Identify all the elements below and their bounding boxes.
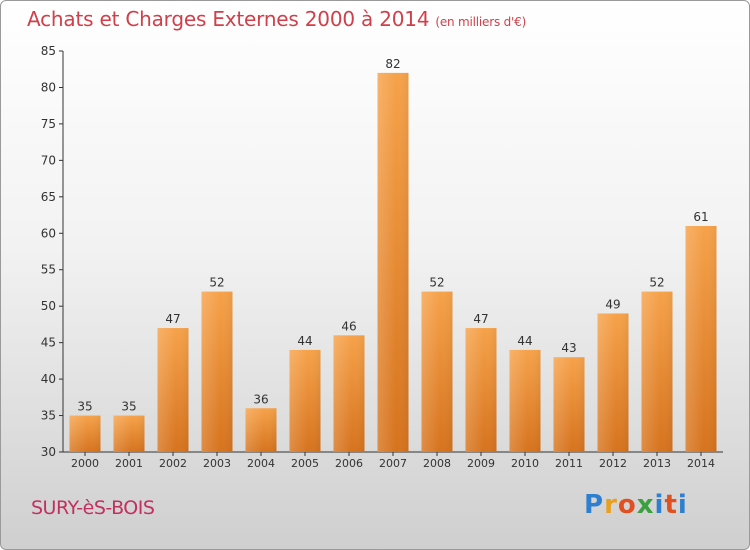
chart-title: Achats et Charges Externes 2000 à 2014 (e… <box>27 7 526 31</box>
bar-value-label: 43 <box>561 341 576 355</box>
bar-value-label: 52 <box>649 276 664 290</box>
place-name: SURY-èS-BOIS <box>31 497 155 519</box>
y-tick-label: 60 <box>41 226 56 240</box>
x-tick-label: 2005 <box>291 457 319 470</box>
y-tick-label: 85 <box>41 44 56 58</box>
x-tick-label: 2009 <box>467 457 495 470</box>
bar-value-label: 52 <box>429 276 444 290</box>
x-tick-label: 2006 <box>335 457 363 470</box>
bar-shade <box>201 291 233 452</box>
x-tick-label: 2014 <box>687 457 715 470</box>
bar-value-label: 82 <box>385 57 400 71</box>
chart-title-text: Achats et Charges Externes 2000 à 2014 <box>27 7 430 31</box>
proxiti-logo: Proxiti <box>584 490 688 520</box>
bar-value-label: 47 <box>473 312 488 326</box>
x-tick-label: 2002 <box>159 457 187 470</box>
chart-subtitle: (en milliers d'€) <box>435 15 527 29</box>
bars: 35 35 47 52 36 44 46 82 52 47 44 43 49 52 61 <box>69 57 717 452</box>
y-tick-label: 40 <box>41 372 56 386</box>
x-tick-label: 2011 <box>555 457 583 470</box>
bar-shade <box>333 335 365 452</box>
bar-value-label: 46 <box>341 319 356 333</box>
bar-value-label: 52 <box>209 276 224 290</box>
bar-shade <box>245 408 277 452</box>
bar-value-label: 35 <box>77 400 92 414</box>
y-tick-label: 65 <box>41 190 56 204</box>
bar-value-label: 61 <box>693 210 708 224</box>
x-tick-label: 2004 <box>247 457 275 470</box>
bar-value-label: 49 <box>605 297 620 311</box>
bar-value-label: 36 <box>253 392 268 406</box>
bar-value-label: 47 <box>165 312 180 326</box>
x-tick-label: 2013 <box>643 457 671 470</box>
bar-shade <box>69 415 101 452</box>
bar-shade <box>641 291 673 452</box>
bar-value-label: 44 <box>297 334 312 348</box>
bar-shade <box>685 225 717 452</box>
bar-shade <box>289 349 321 452</box>
bar-value-label: 44 <box>517 334 532 348</box>
x-tick-label: 2008 <box>423 457 451 470</box>
bar-shade <box>597 313 629 452</box>
y-tick-label: 80 <box>41 80 56 94</box>
axes: 30 35 40 45 50 55 60 65 70 75 80 85 2000 2001 2002 2003… <box>41 44 723 470</box>
bar-shade <box>421 291 453 452</box>
y-tick-label: 30 <box>41 445 56 459</box>
bar-value-label: 35 <box>121 400 136 414</box>
y-tick-label: 75 <box>41 117 56 131</box>
y-tick-label: 50 <box>41 299 56 313</box>
bar-shade <box>509 349 541 452</box>
bar-shade <box>157 328 189 452</box>
bar-shade <box>553 357 585 452</box>
bar-shade <box>465 328 497 452</box>
x-tick-label: 2012 <box>599 457 627 470</box>
bar-shade <box>113 415 145 452</box>
x-tick-label: 2010 <box>511 457 539 470</box>
y-tick-label: 45 <box>41 336 56 350</box>
x-tick-label: 2007 <box>379 457 407 470</box>
x-tick-label: 2003 <box>203 457 231 470</box>
y-tick-label: 55 <box>41 263 56 277</box>
y-tick-label: 70 <box>41 153 56 167</box>
x-tick-label: 2000 <box>71 457 99 470</box>
x-tick-label: 2001 <box>115 457 143 470</box>
bar-shade <box>377 72 409 452</box>
y-tick-label: 35 <box>41 409 56 423</box>
